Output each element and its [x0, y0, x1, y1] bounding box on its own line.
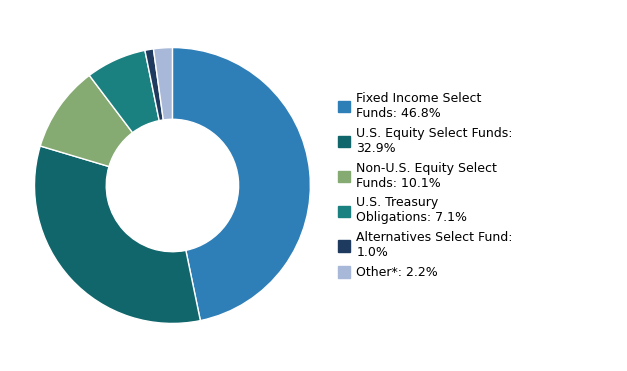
Wedge shape	[172, 47, 310, 321]
Wedge shape	[89, 50, 159, 133]
Wedge shape	[34, 146, 201, 324]
Wedge shape	[145, 49, 163, 121]
Wedge shape	[40, 75, 132, 167]
Wedge shape	[154, 47, 172, 120]
Legend: Fixed Income Select
Funds: 46.8%, U.S. Equity Select Funds:
32.9%, Non-U.S. Equi: Fixed Income Select Funds: 46.8%, U.S. E…	[334, 88, 517, 283]
